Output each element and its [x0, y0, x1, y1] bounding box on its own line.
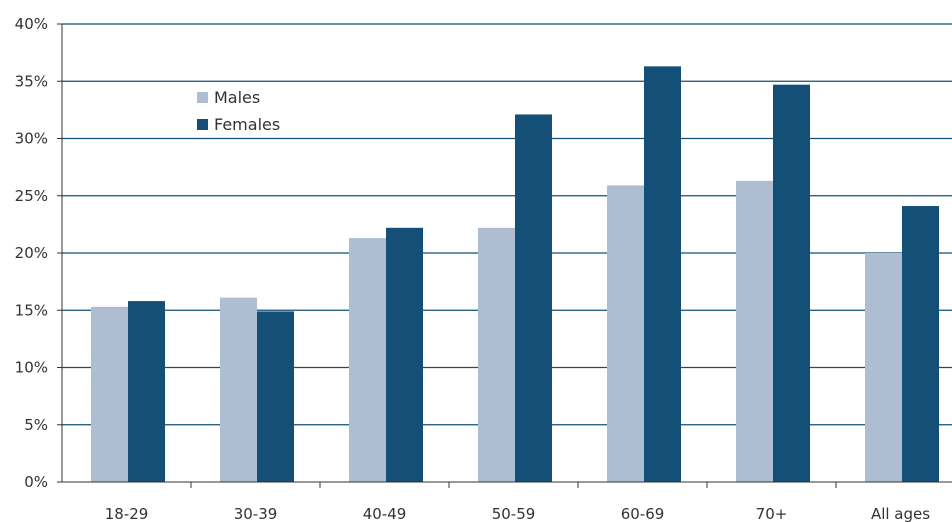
bar-males-2 [220, 297, 257, 482]
bar-females-4 [515, 114, 552, 482]
y-tick-label: 15% [15, 301, 48, 319]
bar-males-5 [607, 185, 644, 482]
x-tick-label: 40-49 [363, 505, 407, 522]
x-axis-tick-labels: 18-29 30-39 40-49 50-59 60-69 70+ All ages [105, 505, 931, 522]
bar-males-3 [349, 238, 386, 482]
bar-females-2 [257, 311, 294, 482]
bar-males-4 [478, 227, 515, 482]
bar-females-1 [128, 301, 165, 482]
y-axis-tick-labels: 0% 5% 10% 15% 20% 25% 30% 35% 40% [15, 15, 48, 491]
bar-females-7 [902, 206, 939, 482]
x-tick-label: 50-59 [492, 505, 536, 522]
y-tick-label: 5% [24, 416, 48, 434]
axes [57, 23, 952, 488]
legend-label-females: Females [214, 115, 280, 134]
y-tick-label: 25% [15, 187, 48, 205]
bar-males-1 [91, 306, 128, 482]
y-tick-label: 35% [15, 72, 48, 90]
bar-females-3 [386, 227, 423, 482]
bars [91, 66, 939, 483]
x-tick-label: 18-29 [105, 505, 149, 522]
legend-swatch-females [197, 119, 208, 130]
y-tick-label: 30% [15, 130, 48, 148]
y-tick-label: 20% [15, 244, 48, 262]
x-tick-label: 30-39 [234, 505, 278, 522]
legend: Males Females [197, 88, 280, 134]
x-tick-label: 70+ [756, 505, 788, 522]
bar-males-6 [736, 180, 773, 483]
legend-label-males: Males [214, 88, 260, 107]
bar-males-7 [865, 253, 902, 482]
y-tick-label: 40% [15, 15, 48, 33]
x-tick-label: All ages [871, 505, 930, 522]
bar-females-5 [644, 66, 681, 483]
y-tick-label: 10% [15, 359, 48, 377]
bar-females-6 [773, 84, 810, 482]
x-tick-label: 60-69 [621, 505, 665, 522]
y-tick-label: 0% [24, 473, 48, 491]
legend-swatch-males [197, 92, 208, 103]
